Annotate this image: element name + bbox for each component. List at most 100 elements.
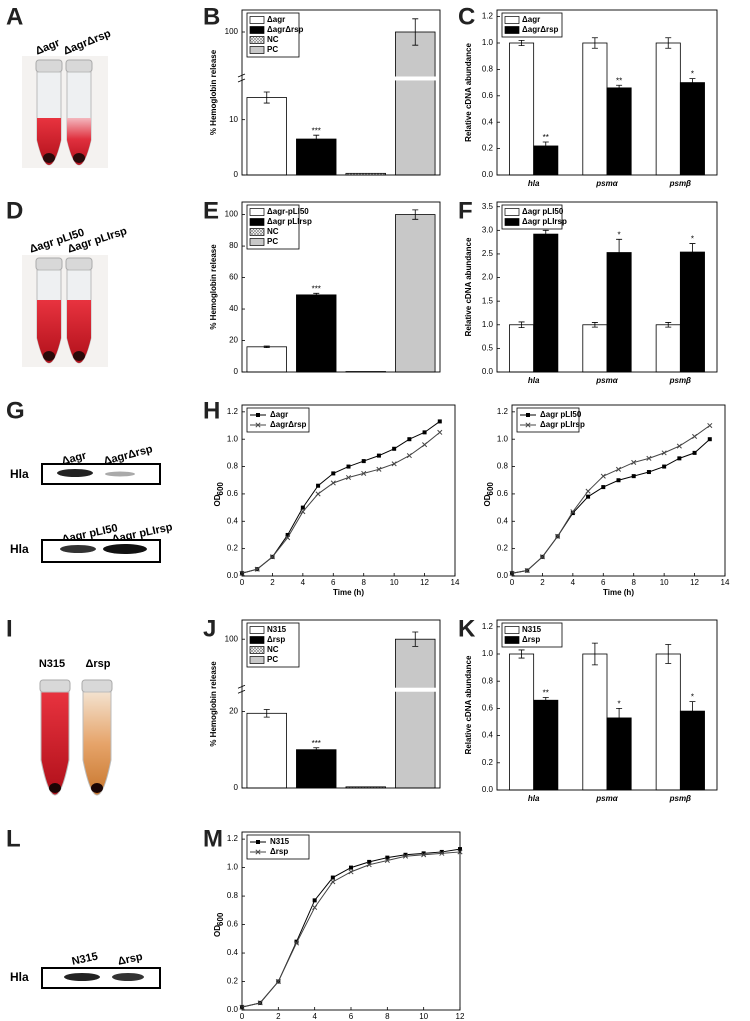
y-tick-label: 0.4 [227, 516, 239, 525]
legend-swatch [249, 36, 265, 44]
legend-swatch [249, 636, 265, 644]
y-tick-label: 0.8 [227, 462, 239, 471]
error-bar [263, 345, 270, 349]
y-tick-label: 1.2 [497, 407, 509, 416]
tube-label: Δrsp [85, 658, 110, 670]
y-tick-label: 0.2 [482, 758, 494, 767]
blot-label: Hla [10, 542, 29, 556]
point [631, 474, 636, 479]
point [662, 464, 667, 469]
bar [296, 294, 337, 373]
tube-photo [39, 679, 113, 796]
bar [582, 324, 608, 373]
tube-label: ΔagrΔrsp [62, 27, 113, 57]
legend-label: Δagr pLI50 [522, 207, 564, 216]
panel-letter: K [458, 615, 476, 642]
point [367, 859, 372, 864]
legend-swatch [249, 656, 265, 664]
blot-label: Hla [10, 467, 29, 481]
y-axis-label: % Hemoglobin release [209, 244, 218, 330]
point [646, 455, 652, 461]
point [285, 535, 291, 541]
y-axis-label: Relative cDNA abundance [464, 43, 473, 142]
point [406, 453, 412, 459]
x-tick-label: 6 [601, 578, 606, 587]
point [525, 422, 531, 428]
point [437, 419, 442, 424]
point [255, 849, 261, 855]
x-axis-label: Time (h) [603, 588, 634, 597]
point [422, 442, 428, 448]
legend-box [246, 834, 310, 860]
significance-label: *** [312, 739, 321, 748]
x-tick-label: 0 [240, 578, 245, 587]
error-bar [665, 322, 672, 328]
x-tick-label: 10 [660, 578, 669, 587]
axis-break-mark [237, 684, 246, 694]
legend-swatch [249, 646, 265, 654]
axis-break [238, 687, 440, 692]
point [524, 567, 530, 574]
point [402, 853, 409, 859]
y-tick-label: 1.2 [482, 622, 494, 631]
axis-break [238, 76, 440, 81]
y-tick-label: 80 [229, 241, 238, 250]
point [300, 505, 305, 510]
point [585, 488, 591, 494]
x-tick-label: 10 [419, 1012, 428, 1021]
point [330, 875, 335, 880]
x-tick-label: 2 [270, 578, 275, 587]
point [312, 904, 318, 911]
tube-label: Δagr [34, 37, 62, 58]
bar [606, 717, 632, 791]
y-tick-label: 1.0 [497, 434, 509, 443]
x-tick-label: 6 [349, 1012, 354, 1021]
point [345, 474, 352, 481]
point [275, 978, 281, 985]
point [676, 443, 682, 449]
significance-label: * [618, 230, 621, 239]
point [437, 429, 443, 435]
point [330, 480, 336, 486]
error-bar [313, 747, 320, 753]
plot-frame [241, 831, 461, 1011]
point [269, 554, 275, 560]
error-bar [313, 292, 320, 297]
x-tick-label: 14 [721, 578, 730, 587]
x-tick-label: 12 [420, 578, 429, 587]
blot-label: Hla [10, 970, 29, 984]
bar [246, 712, 287, 789]
y-tick-label: 100 [225, 634, 239, 643]
y-tick-label: 1.2 [482, 12, 494, 21]
x-tick-label: psmα [595, 179, 618, 188]
point [586, 494, 591, 499]
point [555, 533, 561, 539]
error-bar [542, 229, 549, 239]
panel-letter: C [458, 3, 475, 30]
blot-label: Δrsp [117, 951, 144, 968]
y-tick-label: 100 [225, 210, 239, 219]
legend-label: Δagr-pLI50 [267, 207, 309, 216]
tube-photo [22, 255, 108, 367]
error-bar [591, 642, 598, 666]
legend-label: Δagr [267, 15, 285, 24]
y-axis-label: OD [213, 494, 222, 506]
legend-label: NC [267, 645, 279, 654]
bar [679, 82, 705, 176]
panel-letter: M [203, 825, 223, 852]
x-tick-label: hla [528, 794, 540, 803]
legend-swatch [504, 636, 520, 644]
x-tick-label: 4 [301, 578, 306, 587]
legend-label: Δrsp [270, 847, 288, 856]
error-bar [412, 209, 419, 220]
point [361, 470, 367, 476]
x-tick-label: 4 [571, 578, 576, 587]
y-tick-label: 3.5 [482, 202, 494, 211]
y-tick-label: 60 [229, 273, 238, 282]
error-bar [263, 91, 270, 104]
significance-label: * [618, 700, 621, 709]
point [570, 511, 575, 516]
plot-frame [496, 619, 718, 791]
x-tick-label: 4 [312, 1012, 317, 1021]
